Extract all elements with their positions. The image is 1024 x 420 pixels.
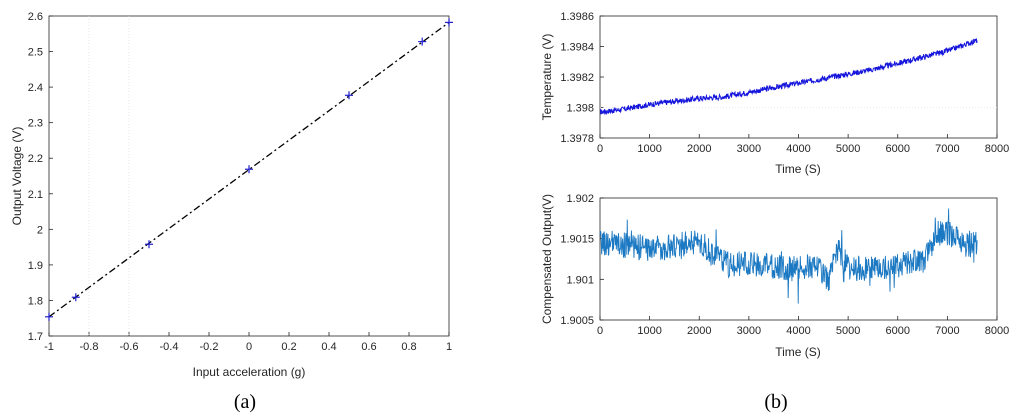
chart-b-bottom-xtick-label: 2000 [687, 325, 711, 337]
chart-a-ytick-label: 2 [37, 224, 43, 236]
chart-b-bottom-ylabel: Compensated Output(V) [540, 194, 554, 324]
chart-a-xtick-label: -0.6 [120, 341, 139, 353]
chart-b-top-xlabel: Time (S) [775, 162, 821, 176]
panel-label-a: (a) [234, 391, 256, 413]
chart-b-bottom-xtick-label: 4000 [786, 325, 810, 337]
chart-b-bottom-series-line [599, 208, 978, 304]
chart-b-top-xtick-label: 7000 [935, 143, 959, 155]
chart-a-xlabel: Input acceleration (g) [193, 365, 306, 379]
chart-b-top-xtick-label: 0 [597, 143, 603, 155]
chart-b-bottom-xtick-label: 0 [597, 325, 603, 337]
chart-a-xtick-label: 0 [246, 341, 252, 353]
chart-b-top-xtick-label: 4000 [786, 143, 810, 155]
chart-a-data-point [345, 91, 353, 100]
chart-b-top-ytick-label: 1.3978 [560, 133, 594, 145]
chart-a-ytick-label: 2.2 [28, 153, 43, 165]
chart-b-bottom-ytick-label: 1.902 [566, 193, 594, 205]
chart-a-xtick-label: -0.8 [80, 341, 99, 353]
chart-a-ytick-label: 2.4 [28, 82, 43, 94]
chart-b-bottom-xtick-label: 8000 [985, 325, 1009, 337]
chart-b-top-ytick-label: 1.3982 [560, 72, 594, 84]
chart-a-ytick-label: 2.5 [28, 47, 43, 59]
chart-a-xtick-label: 0.2 [281, 341, 296, 353]
chart-b-top-ytick-label: 1.3986 [560, 11, 594, 23]
chart-a-data-point [45, 312, 53, 321]
chart-a-ytick-label: 2.1 [28, 189, 43, 201]
chart-a-xtick-label: 0.4 [321, 341, 336, 353]
chart-b-bottom-xtick-label: 5000 [836, 325, 860, 337]
chart-a-ytick-label: 2.6 [28, 11, 43, 23]
chart-b-bottom: 0 1000 2000 3000 4000 5000 6000 7000 8000 1.9005 1… [560, 193, 1009, 337]
chart-b-top-ytick-label: 1.3984 [560, 42, 594, 54]
chart-a-data-point [71, 293, 80, 302]
chart-b-top-series-line [599, 38, 978, 116]
chart-b-bottom-ytick-label: 1.901 [566, 274, 594, 286]
chart-b-top-xtick-label: 3000 [737, 143, 761, 155]
chart-b-bottom-xtick-label: 7000 [935, 325, 959, 337]
chart-a-ytick-label: 1.9 [28, 260, 43, 272]
chart-a-data-point [445, 18, 453, 27]
chart-a-ylabel: Output Voltage (V) [10, 127, 24, 226]
chart-b-top: 0 1000 2000 3000 4000 5000 6000 7000 8000 1.3978 1… [560, 11, 1009, 155]
chart-b-top-xtick-label: 1000 [637, 143, 661, 155]
chart-b-bottom-ytick-label: 1.9015 [560, 234, 594, 246]
chart-b-top-xtick-label: 5000 [836, 143, 860, 155]
chart-b-bottom-xlabel: Time (S) [775, 345, 821, 359]
panel-label-b: (b) [764, 391, 787, 413]
chart-a-ytick-label: 1.7 [28, 331, 43, 343]
chart-b-bottom-xtick-label: 1000 [637, 325, 661, 337]
chart-a-data-point [245, 165, 253, 174]
chart-b-bottom-xtick-label: 3000 [737, 325, 761, 337]
chart-b-top-ytick-label: 1.398 [566, 103, 594, 115]
chart-b-top-xtick-label: 2000 [687, 143, 711, 155]
chart-b-bottom-xtick-label: 6000 [886, 325, 910, 337]
chart-a-xtick-label: 0.8 [401, 341, 416, 353]
chart-b-top-ylabel: Temperature (V) [540, 34, 554, 121]
chart-b-bottom-ytick-label: 1.9005 [560, 315, 594, 327]
chart-a-data-point [145, 240, 153, 249]
chart-a-data-point [418, 37, 427, 46]
chart-a-xtick-label: -1 [44, 341, 54, 353]
chart-a-xtick-label: 1 [446, 341, 452, 353]
chart-a-xtick-label: 0.6 [361, 341, 376, 353]
chart-b-top-xtick-label: 8000 [985, 143, 1009, 155]
chart-a-ytick-label: 2.3 [28, 118, 43, 130]
chart-a-frame [48, 15, 450, 337]
chart-b-top-xtick-label: 6000 [886, 143, 910, 155]
chart-b-top-frame [599, 15, 998, 139]
chart-a-xtick-label: -0.2 [200, 341, 219, 353]
chart-a-xtick-label: -0.4 [160, 341, 179, 353]
chart-a: -1 -0.8 -0.6 -0.4 -0.2 0 0.2 0.4 0.6 0.8 1 1.7 1.8 1.… [28, 11, 453, 353]
chart-a-ytick-label: 1.8 [28, 295, 43, 307]
